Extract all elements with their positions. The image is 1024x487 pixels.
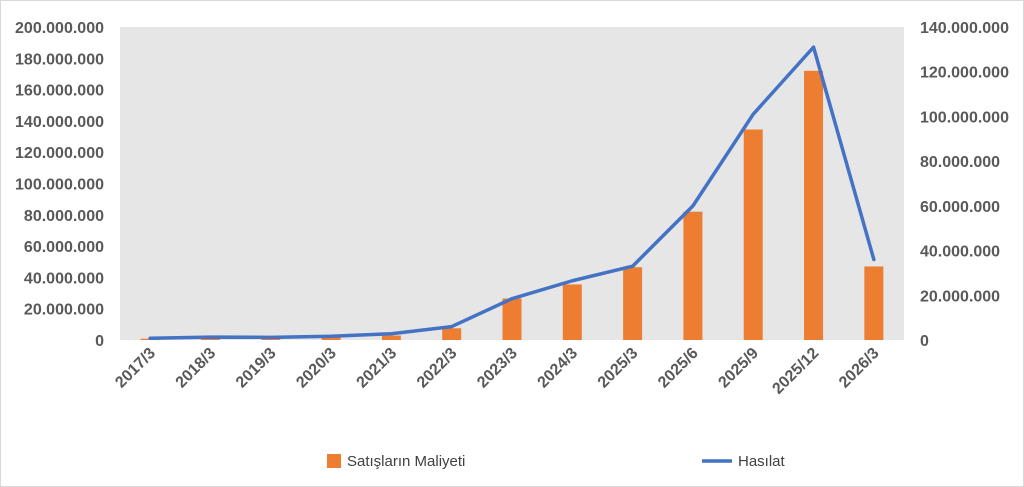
bar-2025/9 bbox=[743, 129, 763, 340]
right-axis-ticks: 0 20.000.000 40.000.000 60.000.000 80.000.00… bbox=[920, 20, 1009, 350]
left-tick-label: 180.000.000 bbox=[15, 51, 104, 68]
left-tick-label: 200.000.000 bbox=[15, 20, 104, 37]
left-tick-label: 40.000.000 bbox=[24, 270, 104, 287]
left-tick-label: 100.000.000 bbox=[15, 177, 104, 194]
legend-label-bar: Satışların Maliyeti bbox=[347, 453, 465, 470]
bar-2018/3 bbox=[200, 338, 220, 340]
right-tick-label: 100.000.000 bbox=[920, 109, 1009, 126]
bar-2022/3 bbox=[442, 328, 462, 340]
line-series bbox=[148, 45, 876, 340]
right-tick-label: 80.000.000 bbox=[920, 154, 1000, 171]
right-tick-label: 60.000.000 bbox=[920, 199, 1000, 216]
left-tick-label: 80.000.000 bbox=[24, 208, 104, 225]
right-tick-label: 40.000.000 bbox=[920, 244, 1000, 261]
bar-2026/3 bbox=[864, 266, 884, 340]
right-tick-label: 120.000.000 bbox=[920, 65, 1009, 82]
bar-2020/3 bbox=[321, 337, 341, 340]
left-tick-label: 0 bbox=[95, 333, 104, 350]
bar-2025/3 bbox=[623, 267, 643, 340]
bar-2024/3 bbox=[562, 284, 582, 340]
bar-2023/3 bbox=[502, 298, 522, 340]
left-tick-label: 20.000.000 bbox=[24, 302, 104, 319]
right-tick-label: 140.000.000 bbox=[920, 20, 1009, 37]
right-tick-label: 20.000.000 bbox=[920, 288, 1000, 305]
bar-series bbox=[140, 70, 884, 340]
bar-2025/12 bbox=[804, 70, 824, 340]
legend: Satışların Maliyeti Hasılat bbox=[327, 453, 786, 470]
legend-label-line: Hasılat bbox=[738, 453, 786, 470]
bar-2025/6 bbox=[683, 211, 703, 340]
left-tick-label: 140.000.000 bbox=[15, 114, 104, 131]
left-tick-label: 60.000.000 bbox=[24, 239, 104, 256]
bar-2021/3 bbox=[381, 335, 401, 340]
left-tick-label: 120.000.000 bbox=[15, 145, 104, 162]
right-tick-label: 0 bbox=[920, 333, 929, 350]
plot-area bbox=[120, 27, 904, 340]
left-tick-label: 160.000.000 bbox=[15, 83, 104, 100]
left-axis-ticks: 0 20.000.000 40.000.000 60.000.000 80.000.00… bbox=[15, 20, 104, 350]
legend-swatch-bar bbox=[327, 454, 341, 468]
